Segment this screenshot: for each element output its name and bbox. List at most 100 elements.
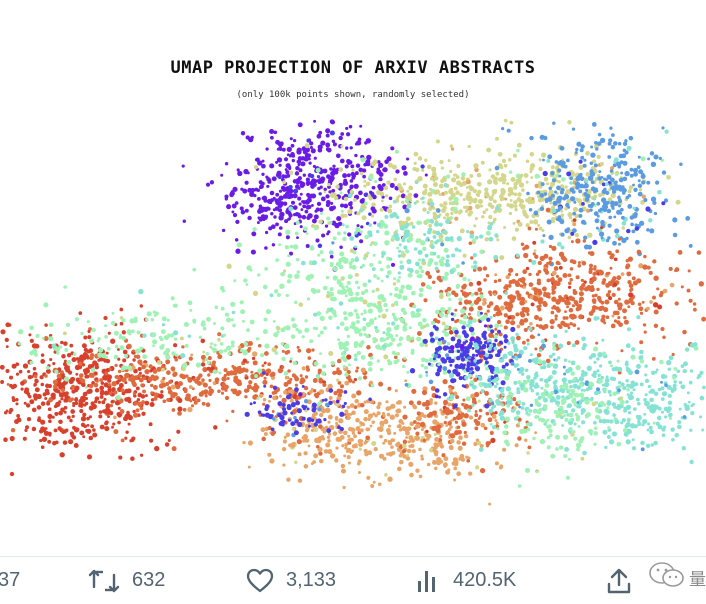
scatter-point xyxy=(53,384,58,389)
scatter-point xyxy=(564,329,568,334)
scatter-point xyxy=(97,400,102,404)
scatter-point xyxy=(551,270,557,276)
scatter-point xyxy=(593,431,598,436)
scatter-point xyxy=(499,464,504,469)
scatter-point xyxy=(438,278,443,283)
scatter-point xyxy=(423,232,427,237)
scatter-point xyxy=(361,215,367,221)
scatter-point xyxy=(473,441,478,447)
scatter-point xyxy=(343,401,347,405)
scatter-point xyxy=(84,385,88,389)
scatter-point xyxy=(267,362,272,367)
scatter-point xyxy=(596,287,600,292)
scatter-point xyxy=(29,399,35,405)
scatter-point xyxy=(485,411,490,416)
scatter-point xyxy=(699,395,705,401)
scatter-point xyxy=(355,291,360,297)
scatter-point xyxy=(600,175,604,179)
scatter-point xyxy=(370,484,375,488)
scatter-point xyxy=(107,378,112,383)
scatter-point xyxy=(297,196,302,201)
scatter-point xyxy=(80,416,87,422)
scatter-point xyxy=(447,159,451,163)
scatter-point xyxy=(485,366,489,371)
scatter-point xyxy=(374,325,378,330)
scatter-point xyxy=(529,170,533,174)
scatter-point xyxy=(121,377,127,383)
scatter-point xyxy=(564,417,569,423)
scatter-point xyxy=(482,314,488,320)
scatter-point xyxy=(527,413,531,417)
scatter-point xyxy=(674,267,680,272)
scatter-point xyxy=(454,308,458,312)
scatter-point xyxy=(494,384,498,389)
scatter-point xyxy=(280,327,286,333)
scatter-point xyxy=(276,157,283,163)
scatter-point xyxy=(515,335,521,341)
scatter-point xyxy=(122,358,127,363)
scatter-point xyxy=(45,368,51,374)
scatter-point xyxy=(415,312,421,318)
scatter-point xyxy=(224,395,230,401)
scatter-point xyxy=(338,135,343,141)
scatter-point xyxy=(434,437,440,442)
scatter-point xyxy=(434,466,438,471)
scatter-point xyxy=(66,415,71,420)
scatter-point xyxy=(289,398,294,403)
scatter-point xyxy=(226,204,232,210)
scatter-point xyxy=(649,228,655,234)
scatter-point xyxy=(265,230,269,235)
scatter-point xyxy=(218,371,222,375)
scatter-point xyxy=(192,267,197,272)
scatter-point xyxy=(642,264,648,270)
scatter-point xyxy=(547,376,552,381)
scatter-point xyxy=(356,390,362,396)
scatter-point xyxy=(579,176,585,182)
scatter-point xyxy=(365,221,370,226)
scatter-point xyxy=(382,411,385,415)
scatter-point xyxy=(606,435,611,439)
scatter-point xyxy=(456,180,462,186)
scatter-point xyxy=(342,364,347,369)
scatter-point xyxy=(567,360,571,363)
scatter-point xyxy=(544,383,550,388)
scatter-point xyxy=(357,286,361,290)
scatter-point xyxy=(597,141,602,146)
scatter-point xyxy=(181,345,185,349)
scatter-point xyxy=(362,256,367,261)
scatter-point xyxy=(408,461,414,467)
scatter-point xyxy=(417,176,423,182)
scatter-point xyxy=(346,334,350,339)
scatter-point xyxy=(300,208,304,212)
scatter-point xyxy=(247,215,252,221)
scatter-point xyxy=(605,292,611,298)
scatter-point xyxy=(184,396,190,401)
scatter-point xyxy=(623,431,629,437)
scatter-point xyxy=(491,414,497,420)
scatter-point xyxy=(257,410,262,415)
scatter-point xyxy=(340,203,345,208)
scatter-point xyxy=(449,425,453,429)
tweet-media-image[interactable]: UMAP PROJECTION OF ARXIV ABSTRACTS (only… xyxy=(0,10,706,556)
scatter-point xyxy=(479,383,483,388)
scatter-point xyxy=(409,421,415,427)
scatter-point xyxy=(473,224,477,228)
scatter-point xyxy=(627,279,632,285)
scatter-point xyxy=(546,219,552,225)
scatter-point xyxy=(295,257,300,262)
scatter-point xyxy=(660,410,665,414)
scatter-point xyxy=(377,160,381,164)
scatter-point xyxy=(577,198,582,204)
scatter-point xyxy=(630,354,636,360)
scatter-point xyxy=(87,364,93,369)
scatter-point xyxy=(618,204,621,208)
scatter-point xyxy=(293,415,297,420)
scatter-point xyxy=(594,140,598,145)
scatter-point xyxy=(487,353,494,360)
scatter-point xyxy=(138,377,144,383)
scatter-point xyxy=(316,444,320,449)
scatter-point xyxy=(406,426,412,432)
scatter-point xyxy=(448,188,454,195)
scatter-point xyxy=(330,361,335,366)
scatter-point xyxy=(303,399,309,404)
